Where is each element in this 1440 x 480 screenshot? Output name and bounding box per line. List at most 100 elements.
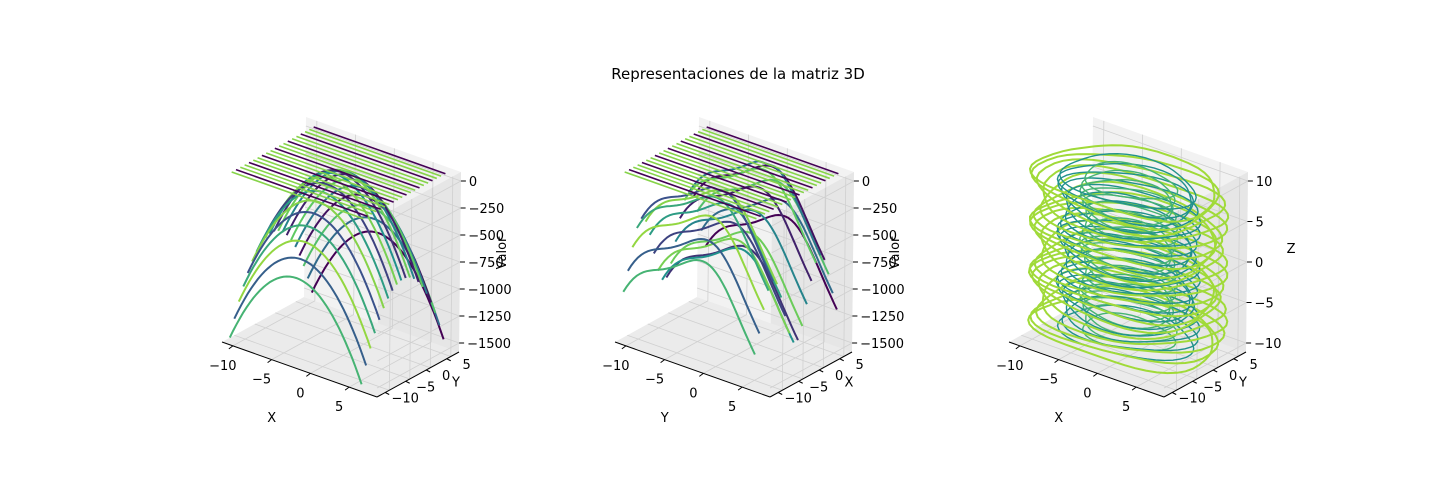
series-line-13	[260, 181, 394, 292]
z-axis-label: Valor	[888, 236, 903, 269]
x-tick	[1131, 386, 1137, 391]
series-line-20	[228, 275, 363, 385]
series-top-line-9	[671, 145, 805, 194]
y-tick	[1171, 392, 1177, 395]
series-line-10	[665, 244, 799, 341]
series-top-line-19	[235, 168, 369, 218]
x-tick-label: 0	[689, 386, 697, 401]
x-tick-label: 5	[335, 400, 343, 415]
y-tick	[384, 392, 390, 395]
z-tick-label: −10	[1254, 337, 1281, 352]
z-tick-label: −1250	[467, 310, 511, 325]
z-tick-label: −1500	[860, 337, 904, 352]
series-top-line-1	[313, 126, 446, 175]
pane-floor	[222, 297, 459, 397]
y-tick-label: 0	[835, 369, 843, 384]
x-axis-line	[1008, 341, 1165, 398]
x-tick-label: 0	[296, 386, 304, 401]
z-tick-label: −500	[468, 229, 504, 244]
axes: −10−505−10−5050−250−500−750−1000−1250−15…	[209, 175, 512, 426]
series-top-line-18	[240, 166, 373, 215]
slice-17-ring-1	[1042, 164, 1230, 243]
x-tick	[344, 386, 350, 391]
series-top-line-14	[650, 156, 783, 206]
y-tick-label: −5	[809, 380, 828, 395]
series-line-19	[627, 237, 761, 334]
y-tick	[425, 369, 431, 373]
z-tick-label: −5	[1255, 297, 1274, 312]
series-lines	[622, 126, 839, 355]
z-tick-label: −250	[862, 202, 898, 217]
series-line-18	[237, 239, 372, 349]
z-tick-label: −1000	[468, 283, 512, 298]
slice-19-ring-3	[1080, 169, 1176, 209]
series-top-line-11	[270, 149, 403, 199]
z-tick-label: 0	[862, 175, 870, 190]
x-tick	[660, 359, 665, 364]
series-top-line-15	[645, 159, 779, 208]
y-tick	[1233, 358, 1238, 362]
z-tick-label: −1500	[467, 337, 511, 352]
slice-18-ring-1	[1035, 158, 1227, 238]
series-line-17	[242, 224, 376, 334]
y-tick-label: 0	[1229, 369, 1237, 384]
pane-floor	[1009, 297, 1246, 397]
z-axis-label: Valor	[495, 236, 510, 269]
y-tick-label: −5	[1203, 380, 1222, 395]
series-top-line-7	[287, 140, 420, 189]
z-tick-label: 0	[469, 175, 477, 190]
slice-2-ring-2	[1061, 295, 1199, 352]
subplot-1-bowl: −10−505−10−5050−250−500−750−1000−1250−15…	[209, 117, 512, 426]
series-top-line-18	[633, 166, 766, 215]
y-axis-line	[376, 351, 460, 398]
x-axis-line	[221, 341, 378, 398]
y-tick	[1192, 380, 1197, 384]
pane-floor	[615, 297, 852, 397]
slice-11-ring-1	[1040, 212, 1229, 292]
x-axis-line	[614, 341, 771, 398]
y-tick-label: −10	[784, 392, 811, 407]
series-top-line-15	[252, 159, 386, 208]
z-tick-label: −500	[861, 229, 897, 244]
x-tick-label: −10	[209, 359, 236, 374]
y-tick-label: 5	[1250, 358, 1258, 373]
y-tick	[1212, 369, 1218, 373]
x-tick	[621, 345, 627, 350]
series-lines	[228, 126, 446, 385]
series-top-line-16	[641, 161, 774, 210]
series-line-17	[636, 195, 770, 292]
series-top-line-20	[624, 171, 757, 220]
y-tick-label: −10	[391, 392, 418, 407]
series-top-line-10	[274, 147, 407, 196]
x-tick	[1015, 345, 1021, 350]
y-tick	[798, 380, 803, 384]
z-tick-label: 0	[1255, 256, 1263, 271]
x-tick	[1093, 372, 1098, 377]
series-top-line-7	[680, 140, 813, 189]
y-tick-label: −10	[1178, 392, 1205, 407]
y-axis-line	[769, 351, 853, 398]
slice-15-ring-2	[1064, 191, 1202, 247]
y-tick	[405, 380, 410, 384]
series-top-line-2	[702, 128, 835, 177]
series-top-line-10	[667, 147, 800, 196]
x-tick-label: −5	[645, 373, 664, 388]
slice-20-ring-3	[1084, 160, 1179, 200]
series-top-line-3	[304, 130, 438, 180]
series-line-18	[631, 214, 765, 311]
x-axis-label: X	[267, 411, 276, 426]
x-tick-label: 5	[728, 400, 736, 415]
x-tick	[228, 345, 234, 350]
slice-20-ring-1	[1028, 144, 1216, 223]
series-top-line-5	[689, 135, 822, 184]
x-axis-label: Y	[660, 411, 669, 426]
series-lines	[1027, 144, 1230, 375]
z-tick-label: −750	[468, 256, 504, 271]
series-top-line-9	[278, 145, 412, 194]
z-tick-label: −750	[861, 256, 897, 271]
y-tick	[818, 369, 824, 373]
y-tick	[839, 358, 844, 362]
x-tick	[737, 386, 743, 391]
y-tick-label: 5	[463, 358, 471, 373]
